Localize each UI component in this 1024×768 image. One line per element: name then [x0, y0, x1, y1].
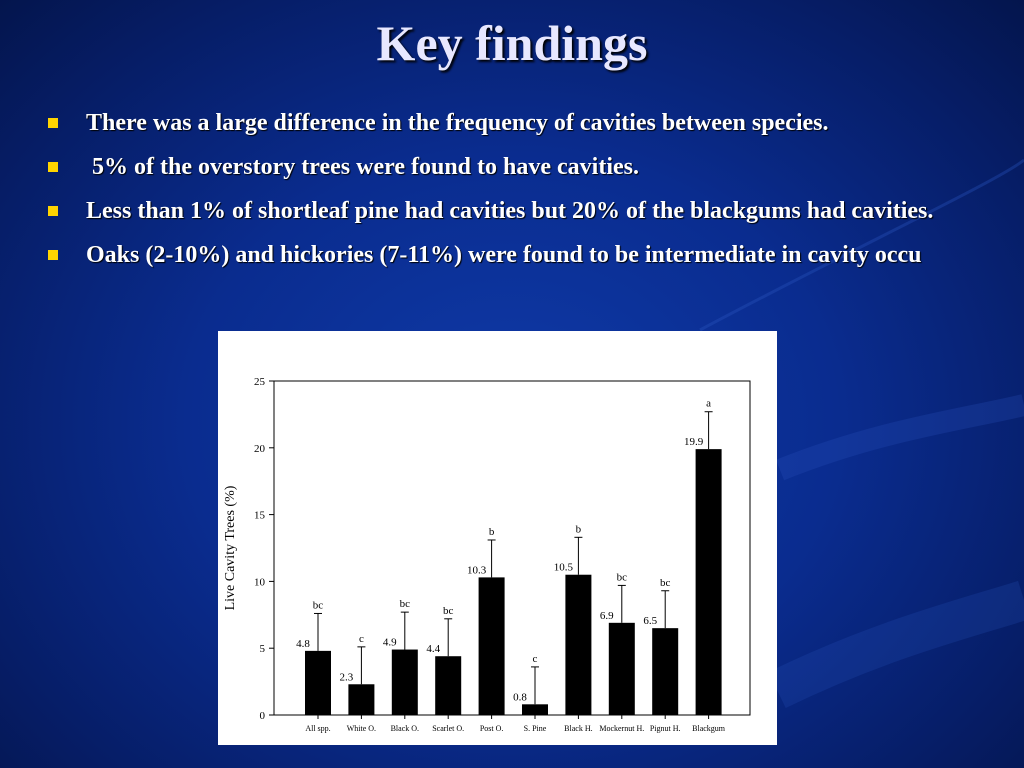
bar	[478, 577, 505, 715]
y-axis-label: Live Cavity Trees (%)	[223, 485, 238, 610]
significance-letter: bc	[660, 577, 671, 589]
y-tick-label: 5	[260, 643, 266, 655]
bar	[652, 628, 679, 715]
y-tick-label: 20	[254, 443, 266, 455]
x-tick-label: Black H.	[564, 724, 592, 733]
bar	[305, 650, 331, 715]
bar-value-label: 19.9	[684, 436, 704, 448]
bar	[695, 449, 722, 715]
square-bullet-icon	[48, 250, 58, 260]
bar-chart-panel: 0 5 10 15 20 25 4.8 bc All spp. 2.3 c White O. 4.9 b…	[218, 331, 777, 745]
bar	[608, 622, 635, 715]
bullet-item: Oaks (2-10%) and hickories (7-11%) were …	[44, 238, 944, 272]
bar-value-label: 0.8	[513, 691, 527, 703]
x-tick-label: All spp.	[305, 724, 330, 733]
bar-value-label: 6.9	[600, 610, 614, 622]
x-tick-label: Post O.	[480, 724, 504, 733]
significance-letter: bc	[617, 571, 628, 583]
y-axis: 0 5 10 15 20 25	[254, 376, 274, 722]
plot-frame	[273, 380, 751, 716]
bar-value-label: 10.3	[467, 564, 487, 576]
x-tick-label: S. Pine	[524, 724, 547, 733]
bar-value-label: 10.5	[554, 562, 574, 574]
bullet-item: Less than 1% of shortleaf pine had cavit…	[44, 194, 944, 228]
bar-value-label: 4.9	[383, 637, 397, 649]
bullet-text: Oaks (2-10%) and hickories (7-11%) were …	[86, 242, 922, 268]
bullet-text: 5% of the overstory trees were found to …	[86, 154, 639, 180]
x-tick-label: Black O.	[391, 724, 419, 733]
bar	[391, 649, 418, 715]
y-tick-label: 0	[260, 710, 266, 722]
x-tick-label: Pignut H.	[650, 724, 681, 733]
x-tick-label: Scarlet O.	[432, 724, 464, 733]
significance-letter: bc	[313, 599, 324, 611]
bar	[522, 704, 548, 715]
x-tick-label: Mockernut H.	[599, 724, 644, 733]
bullet-item: There was a large difference in the freq…	[44, 106, 944, 140]
square-bullet-icon	[48, 206, 58, 216]
slide-title: Key findings	[376, 15, 648, 71]
y-tick-label: 25	[254, 376, 266, 388]
bar-value-label: 4.4	[426, 643, 440, 655]
bar-value-label: 2.3	[340, 671, 354, 683]
bar-value-label: 6.5	[643, 615, 657, 627]
significance-letter: a	[706, 398, 711, 410]
bar	[435, 656, 462, 715]
bullet-item: 5% of the overstory trees were found to …	[44, 150, 944, 184]
bar	[348, 684, 375, 715]
bullet-text: There was a large difference in the freq…	[86, 110, 829, 136]
bullet-list: There was a large difference in the freq…	[44, 106, 944, 282]
significance-letter: c	[359, 633, 364, 645]
y-tick-label: 15	[254, 510, 266, 522]
significance-letter: b	[576, 523, 582, 535]
significance-letter: c	[533, 653, 538, 665]
square-bullet-icon	[48, 118, 58, 128]
bullet-text: Less than 1% of shortleaf pine had cavit…	[86, 198, 934, 224]
y-tick-label: 10	[254, 576, 266, 588]
bar	[565, 574, 592, 715]
significance-letter: bc	[400, 598, 411, 610]
x-tick-label: White O.	[347, 724, 376, 733]
x-tick-label: Blackgum	[692, 724, 726, 733]
significance-letter: bc	[443, 605, 454, 617]
significance-letter: b	[489, 526, 495, 538]
square-bullet-icon	[48, 162, 58, 172]
bar-value-label: 4.8	[296, 638, 310, 650]
